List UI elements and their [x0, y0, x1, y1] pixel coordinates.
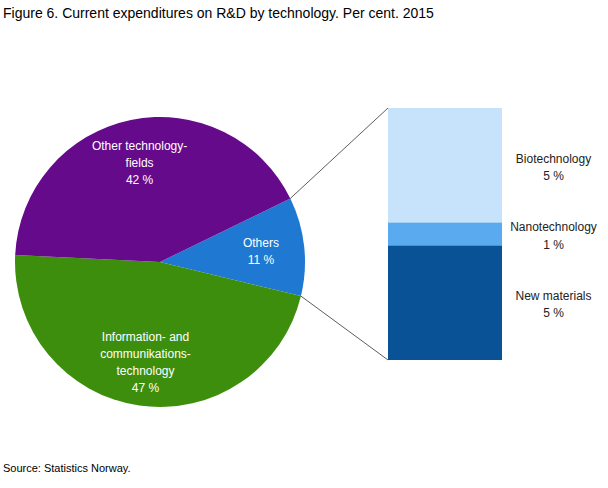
svg-text:Information- andcommunikations: Information- andcommunikations-technolog… — [100, 330, 191, 395]
svg-text:New materials5 %: New materials5 % — [515, 289, 591, 320]
svg-text:Nanotechnology1 %: Nanotechnology1 % — [510, 220, 597, 251]
html-text:Figure 6. Current expenditures: Figure 6. Current expenditures on R&D by… — [3, 5, 434, 21]
svg-text:Others11 %: Others11 % — [243, 236, 279, 267]
html-text:Source: Statistics Norway.: Source: Statistics Norway. — [3, 462, 131, 474]
svg-text:Other technology-fields42 %: Other technology-fields42 % — [92, 139, 187, 187]
svg-text:Biotechnology5 %: Biotechnology5 % — [516, 152, 591, 183]
